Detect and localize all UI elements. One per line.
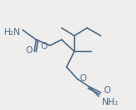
Text: H₂N: H₂N	[3, 28, 21, 37]
Text: O: O	[25, 46, 32, 55]
Text: NH₂: NH₂	[101, 98, 118, 107]
Text: O: O	[79, 74, 86, 83]
Text: O: O	[41, 42, 48, 51]
Text: O: O	[104, 86, 111, 95]
